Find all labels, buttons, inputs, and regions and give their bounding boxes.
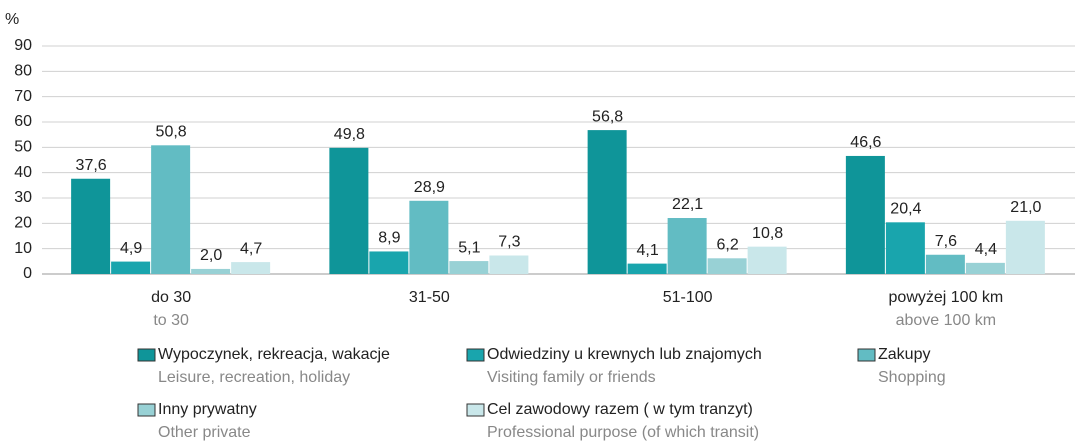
bar (449, 261, 489, 274)
bar (71, 178, 111, 274)
bar (151, 145, 191, 274)
legend-label-secondary: Shopping (878, 369, 946, 386)
y-tick-label: 70 (14, 88, 32, 105)
bar (925, 254, 965, 274)
bar (627, 263, 667, 274)
y-tick-label: 20 (14, 215, 32, 232)
bar (409, 200, 449, 274)
data-label: 8,9 (378, 230, 400, 247)
data-label: 28,9 (414, 179, 445, 196)
y-tick-label: 50 (14, 139, 32, 156)
legend-label: Cel zawodowy razem ( w tym tranzyt) (487, 401, 753, 418)
data-label: 37,6 (76, 157, 107, 174)
legend-swatch (857, 348, 876, 362)
legend-label: Odwiedziny u krewnych lub znajomych (487, 346, 762, 363)
data-label: 20,4 (890, 201, 921, 218)
legend-label: Inny prywatny (158, 401, 257, 418)
data-label: 7,3 (498, 234, 520, 251)
data-label: 6,2 (717, 237, 739, 254)
bar (747, 246, 787, 274)
data-label: 4,7 (240, 240, 262, 257)
bar (707, 258, 747, 274)
legend-swatch (137, 403, 156, 417)
bar (667, 218, 707, 274)
bar (191, 268, 231, 274)
y-tick-label: 80 (14, 63, 32, 80)
bar (329, 147, 369, 274)
data-label: 10,8 (752, 225, 783, 242)
bar (369, 251, 409, 274)
x-tick-label: 31-50 (409, 289, 450, 306)
data-label: 49,8 (334, 126, 365, 143)
legend-swatch (466, 348, 485, 362)
bar (1005, 220, 1045, 274)
legend-label-secondary: Leisure, recreation, holiday (158, 369, 350, 386)
unit-label: % (5, 11, 19, 28)
legend-label: Zakupy (878, 346, 930, 363)
legend-swatch (137, 348, 156, 362)
data-label: 4,9 (120, 240, 142, 257)
data-label: 4,4 (975, 241, 997, 258)
x-tick-label: powyżej 100 km (889, 289, 1004, 306)
data-label: 4,1 (637, 242, 659, 259)
data-label: 50,8 (156, 124, 187, 141)
legend-swatch (466, 403, 485, 417)
x-tick-label-secondary: above 100 km (896, 312, 997, 329)
y-tick-label: 10 (14, 240, 32, 257)
y-tick-label: 30 (14, 189, 32, 206)
x-tick-label: do 30 (151, 289, 191, 306)
bar (111, 261, 151, 274)
legend-label-secondary: Professional purpose (of which transit) (487, 424, 759, 441)
legend-label-secondary: Other private (158, 424, 251, 441)
legend-label-secondary: Visiting family or friends (487, 369, 656, 386)
y-tick-label: 0 (23, 265, 32, 282)
data-label: 2,0 (200, 247, 222, 264)
bar (231, 262, 271, 274)
bar (587, 130, 627, 274)
legend-label: Wypoczynek, rekreacja, wakacje (158, 346, 390, 363)
data-label: 5,1 (458, 239, 480, 256)
bar (965, 262, 1005, 274)
bar (489, 255, 529, 274)
bar (885, 222, 925, 274)
data-label: 22,1 (672, 196, 703, 213)
x-tick-label: 51-100 (663, 289, 713, 306)
y-tick-label: 40 (14, 164, 32, 181)
data-label: 46,6 (850, 134, 881, 151)
data-label: 21,0 (1010, 199, 1041, 216)
y-tick-label: 90 (14, 37, 32, 54)
bar (845, 155, 885, 274)
data-label: 56,8 (592, 108, 623, 125)
x-tick-label-secondary: to 30 (153, 312, 189, 329)
y-tick-label: 60 (14, 113, 32, 130)
data-label: 7,6 (935, 233, 957, 250)
